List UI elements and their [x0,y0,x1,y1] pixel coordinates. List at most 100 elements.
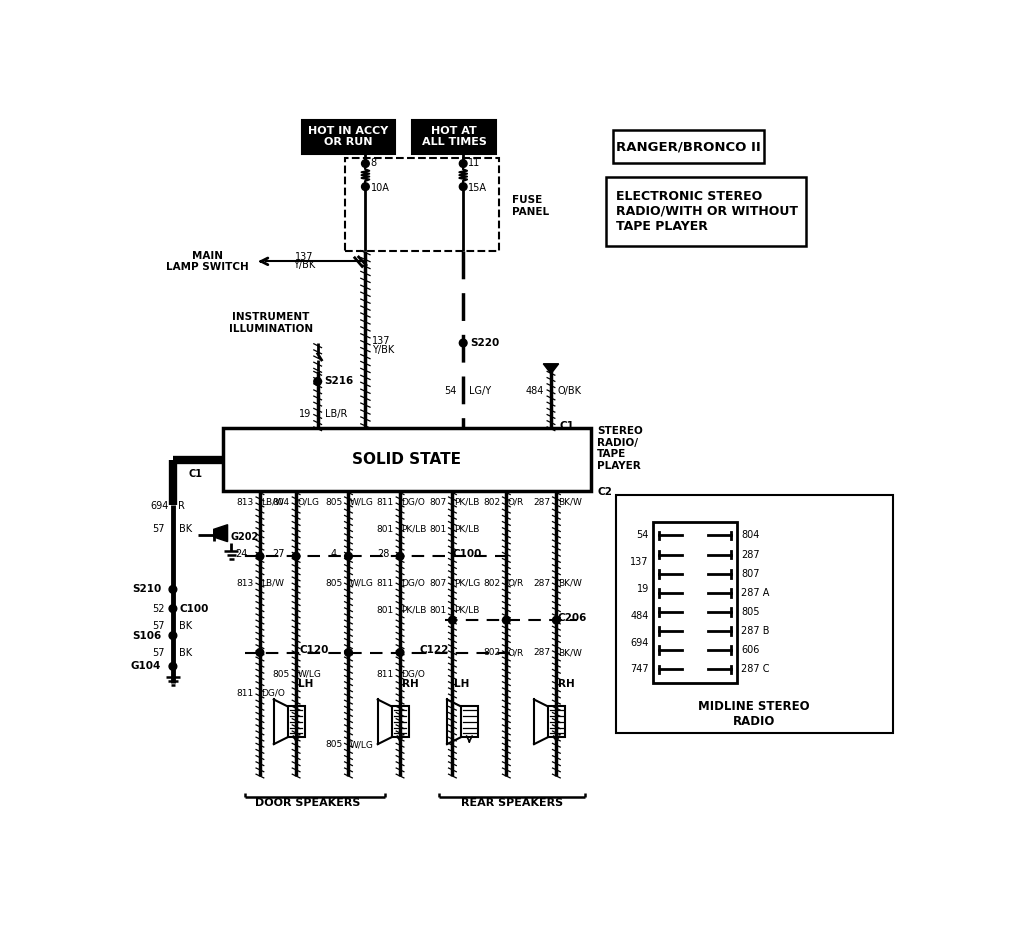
Bar [223,428,591,491]
Text: 813: 813 [237,498,254,507]
Text: W/LG: W/LG [298,670,322,678]
Text: R: R [178,501,185,511]
Text: MAIN
LAMP SWITCH: MAIN LAMP SWITCH [166,251,249,272]
Text: 19: 19 [637,584,649,594]
Text: 287: 287 [741,550,760,560]
Text: Y/BK: Y/BK [293,260,315,271]
Text: 15A: 15A [468,184,486,193]
Text: 57: 57 [152,524,165,534]
Text: S220: S220 [470,338,500,348]
Text: O/R: O/R [508,648,524,657]
Circle shape [169,586,177,593]
Text: 694: 694 [151,501,169,511]
Text: 606: 606 [741,645,760,656]
Circle shape [256,649,264,657]
Circle shape [460,160,467,167]
Text: 52: 52 [152,604,165,614]
Circle shape [169,604,177,612]
Bar [412,120,497,154]
Text: 137: 137 [630,557,649,568]
Circle shape [503,617,510,624]
Circle shape [361,160,370,167]
Text: 807: 807 [429,498,446,507]
Text: 805: 805 [325,498,342,507]
Text: 4: 4 [331,549,337,559]
Text: O/BK: O/BK [558,387,582,396]
Text: C122: C122 [419,645,449,656]
Text: PK/LB: PK/LB [401,525,427,534]
Text: G202: G202 [230,532,259,542]
Text: BK: BK [179,621,193,631]
Text: 484: 484 [525,387,544,396]
Text: 805: 805 [741,607,760,617]
Text: 57: 57 [152,621,165,631]
Circle shape [460,339,467,347]
Text: DG/O: DG/O [401,670,426,678]
Text: 747: 747 [630,664,649,674]
Text: C100: C100 [179,604,209,614]
Text: 805: 805 [272,670,290,678]
Text: 24: 24 [236,549,248,559]
Circle shape [396,649,403,657]
Text: 802: 802 [483,648,500,657]
Circle shape [553,617,560,624]
Text: W/LG: W/LG [350,498,374,507]
Text: 801: 801 [429,605,446,615]
Text: O/R: O/R [508,579,524,587]
Text: 811: 811 [377,579,394,587]
Text: DG/O: DG/O [401,579,426,587]
Text: 10A: 10A [371,184,390,193]
Text: STEREO
RADIO/
TAPE
PLAYER: STEREO RADIO/ TAPE PLAYER [597,426,643,471]
Text: 802: 802 [483,498,500,507]
Text: 813: 813 [237,579,254,587]
Text: 811: 811 [377,498,394,507]
Text: 287: 287 [534,498,550,507]
Text: DG/O: DG/O [401,498,426,507]
Text: S106: S106 [132,631,162,640]
Text: FUSE
PANEL: FUSE PANEL [512,195,549,217]
Bar [548,707,565,737]
Text: C100: C100 [453,549,482,559]
Text: BK: BK [179,524,193,534]
Polygon shape [544,364,559,374]
Text: 57: 57 [152,647,165,657]
Text: C206: C206 [558,613,588,622]
Text: 801: 801 [377,525,394,534]
Text: PK/LB: PK/LB [454,498,479,507]
Text: LB/W: LB/W [261,579,285,587]
Text: 802: 802 [483,579,500,587]
Text: BK/W: BK/W [558,498,582,507]
Text: 801: 801 [377,605,394,615]
Circle shape [396,552,403,560]
Text: C1: C1 [188,469,202,479]
Text: 287: 287 [534,579,550,587]
Text: 801: 801 [429,525,446,534]
Text: 8: 8 [371,158,377,167]
Text: W/LG: W/LG [350,741,374,749]
Text: RH: RH [401,679,419,689]
Circle shape [292,552,300,560]
Text: 19: 19 [299,409,311,419]
Text: 287 A: 287 A [741,587,770,598]
Text: MIDLINE STEREO
RADIO: MIDLINE STEREO RADIO [698,700,810,728]
Circle shape [313,377,322,385]
Text: LH: LH [454,679,469,689]
Text: RANGER/BRONCO II: RANGER/BRONCO II [615,140,761,153]
Text: PK/LB: PK/LB [454,525,479,534]
Text: HOT IN ACCY
OR RUN: HOT IN ACCY OR RUN [308,126,388,148]
Text: G104: G104 [131,661,162,672]
Text: 811: 811 [377,670,394,678]
Text: 54: 54 [636,531,649,540]
Text: C1: C1 [559,421,574,431]
Text: 694: 694 [631,638,649,648]
Text: LG/Y: LG/Y [469,386,492,395]
Bar [301,120,395,154]
Text: 287 B: 287 B [741,626,770,636]
Text: RH: RH [558,679,574,689]
Bar [615,495,893,733]
Text: 804: 804 [741,531,760,540]
Circle shape [345,649,352,657]
Text: 287 C: 287 C [741,664,770,674]
Text: REAR SPEAKERS: REAR SPEAKERS [461,798,563,809]
Bar [345,158,499,251]
